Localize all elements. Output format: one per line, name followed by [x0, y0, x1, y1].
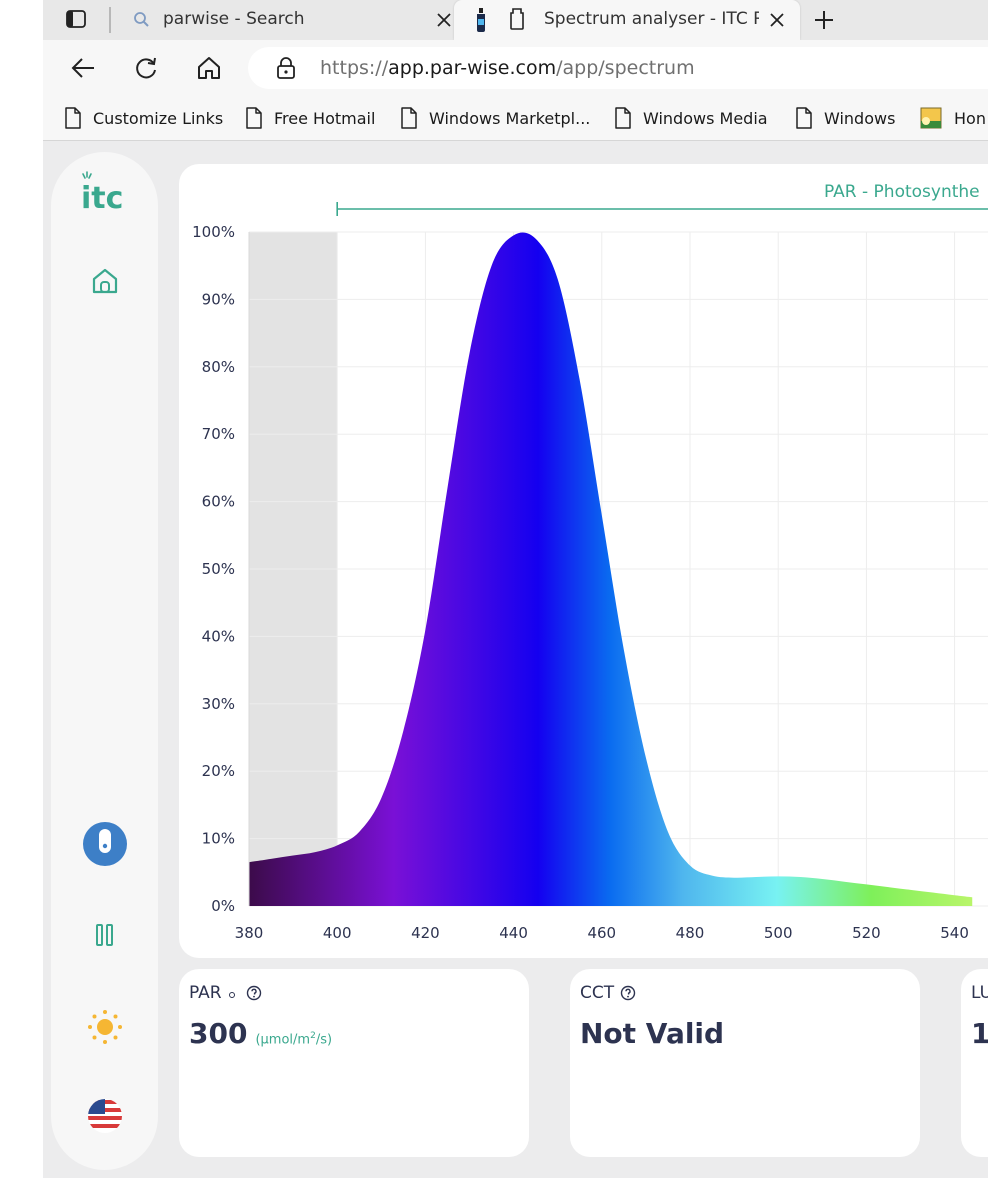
bookmark-label: Windows Media — [643, 108, 768, 128]
url-scheme: https:// — [320, 57, 389, 79]
browser-window: parwise - Search Spectrum analyser - ITC… — [43, 0, 988, 1178]
bookmark-windows-media[interactable]: Windows Media — [615, 104, 768, 132]
par-value: 300 — [189, 1017, 248, 1050]
refresh-icon[interactable] — [132, 54, 160, 82]
cct-metric-card: CCT Not Valid — [570, 969, 920, 1157]
x-tick-label: 440 — [499, 924, 528, 942]
lux-value: 16 — [971, 1017, 988, 1050]
page-icon — [796, 107, 812, 129]
bookmark-free-hotmail[interactable]: Free Hotmail — [246, 104, 375, 132]
lux-metric-card: LU 16 — [961, 969, 988, 1157]
y-tick-label: 90% — [202, 290, 235, 308]
spectrum-chart: 0% 10% 20% 30% 40% 50% 60% 70% 80% 90% 100% 380 400 4… — [192, 182, 988, 942]
y-tick-label: 50% — [202, 560, 235, 578]
sunrise-favicon-icon — [920, 107, 942, 129]
par-unit: (μmol/m2/s) — [255, 1031, 332, 1047]
home-icon[interactable] — [51, 267, 158, 295]
sun-icon[interactable] — [51, 1009, 158, 1045]
home-icon[interactable] — [195, 54, 223, 82]
tab-separator — [109, 7, 111, 33]
tab-bar: parwise - Search Spectrum analyser - ITC… — [43, 0, 988, 40]
lux-value-row: 16 — [971, 1017, 988, 1050]
page-icon — [246, 107, 262, 129]
lux-label: LU — [971, 983, 988, 1003]
cct-label: CCT — [580, 983, 615, 1003]
bottle-favicon-icon — [474, 8, 488, 37]
tab-actions-icon[interactable] — [65, 8, 87, 30]
par-band-label: PAR - Photosynthe — [824, 182, 980, 202]
navigation-bar: https://app.par-wise.com/app/spectrum — [43, 40, 988, 96]
back-arrow-icon[interactable] — [69, 54, 97, 82]
cct-value-row: Not Valid — [580, 1017, 724, 1050]
tab-parwise-search[interactable]: parwise - Search — [117, 0, 451, 40]
par-metric-card: PAR 300 (μmol/m2/s) — [179, 969, 529, 1157]
y-tick-label: 10% — [202, 830, 235, 848]
x-tick-label: 420 — [411, 924, 440, 942]
par-title: PAR — [189, 983, 262, 1003]
page-icon — [615, 107, 631, 129]
search-favicon-icon — [133, 11, 151, 34]
x-tick-label: 400 — [323, 924, 352, 942]
x-tick-label: 520 — [852, 924, 881, 942]
address-bar[interactable]: https://app.par-wise.com/app/spectrum — [248, 47, 988, 89]
device-icon[interactable] — [51, 821, 158, 867]
spectrum-area — [249, 232, 973, 906]
par-value-row: 300 (μmol/m2/s) — [189, 1017, 332, 1050]
y-tick-label: 60% — [202, 493, 235, 511]
url-text[interactable]: https://app.par-wise.com/app/spectrum — [320, 57, 695, 79]
tab-label: parwise - Search — [163, 9, 305, 29]
sidebar: itc — [51, 152, 158, 1170]
cct-title: CCT — [580, 983, 636, 1003]
x-tick-label: 460 — [587, 924, 616, 942]
bookmark-home[interactable]: Hon — [920, 104, 986, 132]
us-flag-icon[interactable] — [51, 1098, 158, 1134]
bookmarks-bar: Customize Links Free Hotmail Windows Mar… — [43, 96, 988, 141]
close-icon[interactable] — [433, 9, 455, 31]
bookmark-windows-marketplace[interactable]: Windows Marketpl... — [401, 104, 590, 132]
tab-spectrum-analyser[interactable]: Spectrum analyser - ITC Ree — [454, 0, 800, 40]
help-icon[interactable] — [246, 985, 262, 1001]
url-path: /app/spectrum — [556, 57, 695, 79]
bookmark-label: Hon — [954, 108, 986, 128]
x-tick-label: 380 — [235, 924, 264, 942]
y-tick-label: 30% — [202, 695, 235, 713]
lux-title: LU — [971, 983, 988, 1003]
lock-icon[interactable] — [276, 57, 296, 83]
page-icon — [401, 107, 417, 129]
page-icon — [509, 8, 525, 35]
app-area: itc — [43, 141, 988, 1178]
par-unit-sup: 2 — [310, 1030, 316, 1041]
new-tab-button[interactable] — [811, 7, 837, 33]
url-host: app.par-wise.com — [388, 57, 557, 79]
bookmark-label: Customize Links — [93, 108, 224, 128]
tab-label: Spectrum analyser - ITC Ree — [544, 9, 759, 29]
pause-icon[interactable] — [51, 923, 158, 947]
par-unit-suffix: /s) — [315, 1032, 333, 1047]
y-tick-label: 100% — [192, 223, 235, 241]
cct-value: Not Valid — [580, 1017, 725, 1050]
bookmark-label: Windows — [824, 108, 896, 128]
page-icon — [65, 107, 81, 129]
par-unit-prefix: (μmol/m — [255, 1032, 311, 1047]
y-tick-label: 40% — [202, 627, 235, 645]
bookmark-windows[interactable]: Windows — [796, 104, 895, 132]
logo-text: itc — [81, 181, 123, 214]
x-tick-label: 540 — [940, 924, 969, 942]
spectrum-chart-card: 0% 10% 20% 30% 40% 50% 60% 70% 80% 90% 100% 380 400 4… — [179, 164, 988, 958]
par-label: PAR — [189, 983, 222, 1003]
itc-logo[interactable]: itc — [51, 170, 158, 214]
help-icon[interactable] — [620, 985, 636, 1001]
y-tick-label: 80% — [202, 358, 235, 376]
y-tick-label: 20% — [202, 762, 235, 780]
bookmark-customize-links[interactable]: Customize Links — [65, 104, 223, 132]
bookmark-label: Windows Marketpl... — [429, 108, 591, 128]
x-tick-label: 500 — [764, 924, 793, 942]
x-tick-label: 480 — [676, 924, 705, 942]
close-icon[interactable] — [766, 9, 788, 31]
y-tick-label: 0% — [211, 897, 235, 915]
y-tick-label: 70% — [202, 425, 235, 443]
dot-icon — [228, 983, 236, 1003]
bookmark-label: Free Hotmail — [274, 108, 376, 128]
